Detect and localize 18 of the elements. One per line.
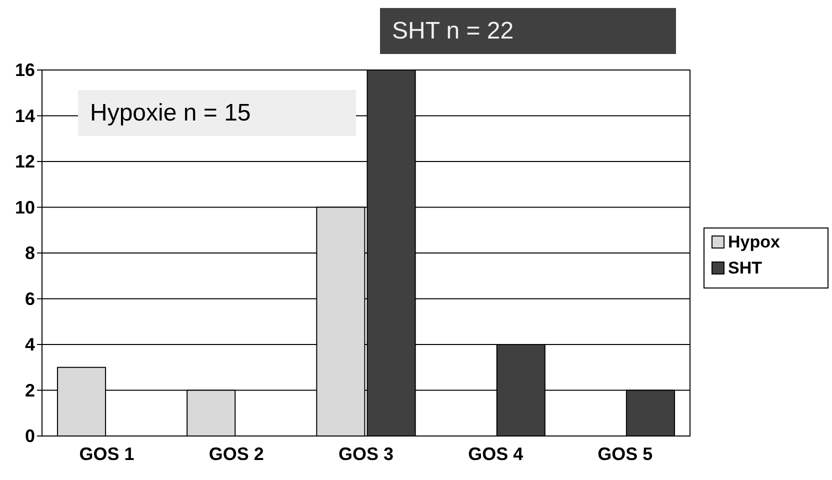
y-tick-label: 8 (24, 243, 35, 263)
y-tick-label: 14 (14, 106, 35, 126)
y-tick-label: 10 (14, 197, 35, 218)
y-tick-label: 6 (24, 288, 35, 309)
x-tick-label: GOS 5 (598, 444, 653, 464)
y-tick-label: 0 (24, 426, 35, 446)
x-tick-label: GOS 4 (468, 444, 524, 464)
legend-label: SHT (728, 258, 763, 278)
y-tick-label: 12 (14, 152, 35, 172)
annotation: Hypoxie n = 15 (90, 100, 251, 126)
x-tick-label: GOS 2 (208, 444, 264, 464)
y-tick-label: 2 (24, 380, 35, 400)
text: SHT n = 22 (392, 18, 514, 44)
y-tick-label: 16 (14, 60, 35, 80)
x-tick-label: GOS 3 (338, 444, 394, 464)
x-tick-label: GOS 1 (79, 444, 134, 464)
legend-label: Hypox (728, 232, 780, 252)
y-tick-label: 4 (24, 334, 35, 354)
